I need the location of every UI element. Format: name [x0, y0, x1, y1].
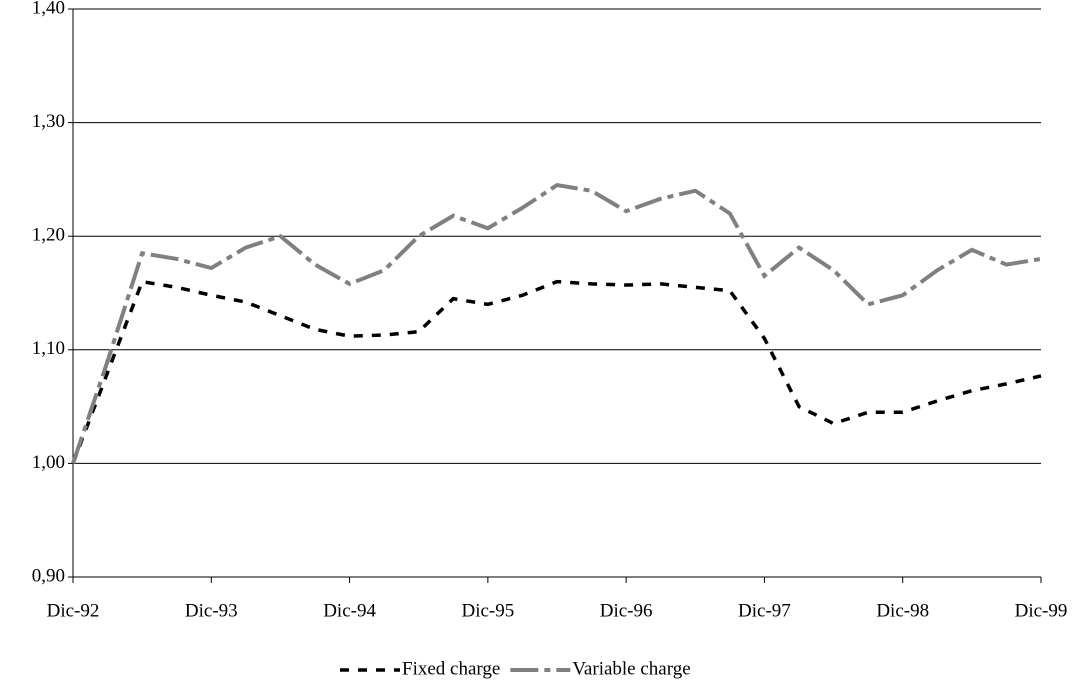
y-tick-label: 1,00: [32, 452, 65, 473]
legend-label: Fixed charge: [402, 658, 500, 679]
x-tick-label: Dic-97: [738, 600, 791, 621]
y-tick-label: 1,10: [32, 338, 65, 359]
y-tick-label: 1,20: [32, 225, 65, 246]
y-tick-label: 0,90: [32, 565, 65, 586]
x-tick-label: Dic-98: [876, 600, 929, 621]
legend-label: Variable charge: [572, 658, 690, 679]
x-tick-label: Dic-96: [600, 600, 653, 621]
x-tick-label: Dic-93: [185, 600, 238, 621]
x-tick-label: Dic-94: [323, 600, 376, 621]
series-line: [71, 182, 1042, 465]
x-tick-label: Dic-95: [461, 600, 514, 621]
y-tick-label: 1,30: [32, 111, 65, 132]
x-tick-label: Dic-92: [47, 600, 100, 621]
y-tick-label: 1,40: [32, 0, 65, 18]
x-tick-label: Dic-99: [1015, 600, 1068, 621]
series-line: [71, 279, 1042, 465]
